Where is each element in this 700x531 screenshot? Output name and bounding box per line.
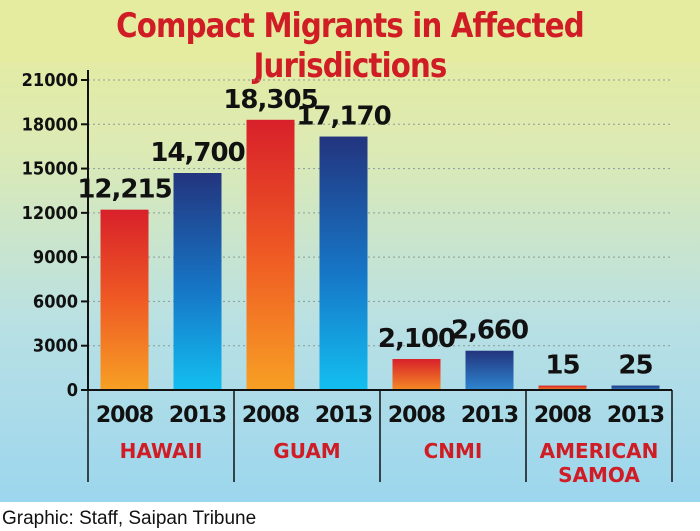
y-axis-ticks: 0 3000 6000 9000 12000 15000 18000 21000 xyxy=(22,70,88,401)
y-tick-label: 21000 xyxy=(22,70,78,91)
y-tick-label: 3000 xyxy=(33,336,78,357)
data-label: 2,100 xyxy=(378,324,455,354)
bar-2008-guam xyxy=(246,119,295,391)
chart-title: Compact Migrants in Affected Jurisdictio… xyxy=(116,6,585,86)
grid-lines xyxy=(88,79,672,347)
x-group-label: SAMOA xyxy=(558,463,640,487)
x-year-label: 2008 xyxy=(388,403,445,428)
data-label: 17,170 xyxy=(296,102,390,132)
x-group-label: HAWAII xyxy=(120,439,203,463)
x-year-label: 2008 xyxy=(534,403,591,428)
bar-2013-hawaii xyxy=(173,173,222,390)
data-label: 2,660 xyxy=(451,316,528,346)
x-axis-labels: 2008 2013 HAWAII 2008 2013 GUAM 2008 2013 CNMI 20… xyxy=(96,403,665,487)
bar-2008-cnmi xyxy=(392,359,441,390)
data-label: 14,700 xyxy=(150,138,244,168)
x-group-label: CNMI xyxy=(424,439,483,463)
x-year-label: 2013 xyxy=(169,403,226,428)
title-bar: Compact Migrants in Affected Jurisdictio… xyxy=(0,0,700,86)
bars xyxy=(100,119,660,391)
data-label: 18,305 xyxy=(223,85,317,115)
x-year-label: 2013 xyxy=(461,403,518,428)
bar-2008-hawaii xyxy=(100,209,149,390)
y-tick-label: 15000 xyxy=(22,159,78,180)
x-group-label: AMERICAN xyxy=(540,439,659,463)
data-label: 15 xyxy=(545,351,579,381)
y-tick-label: 0 xyxy=(67,380,78,401)
x-year-label: 2013 xyxy=(607,403,664,428)
data-label: 12,215 xyxy=(77,175,171,205)
bar-2008-american-samoa xyxy=(538,385,587,390)
y-tick-label: 9000 xyxy=(33,247,78,268)
axes xyxy=(81,70,673,482)
y-tick-label: 6000 xyxy=(33,291,78,312)
x-year-label: 2013 xyxy=(315,403,372,428)
x-year-label: 2008 xyxy=(96,403,153,428)
x-year-label: 2008 xyxy=(242,403,299,428)
y-tick-label: 18000 xyxy=(22,114,78,135)
bar-chart: 0 3000 6000 9000 12000 15000 18000 21000 12,215… xyxy=(22,70,673,487)
x-group-label: GUAM xyxy=(273,439,340,463)
bar-2013-guam xyxy=(319,136,368,390)
credit-line: Graphic: Staff, Saipan Tribune xyxy=(2,508,257,529)
bar-2013-american-samoa xyxy=(611,385,660,390)
bar-2013-cnmi xyxy=(465,350,514,390)
y-tick-label: 12000 xyxy=(22,203,78,224)
data-label: 25 xyxy=(618,351,652,381)
